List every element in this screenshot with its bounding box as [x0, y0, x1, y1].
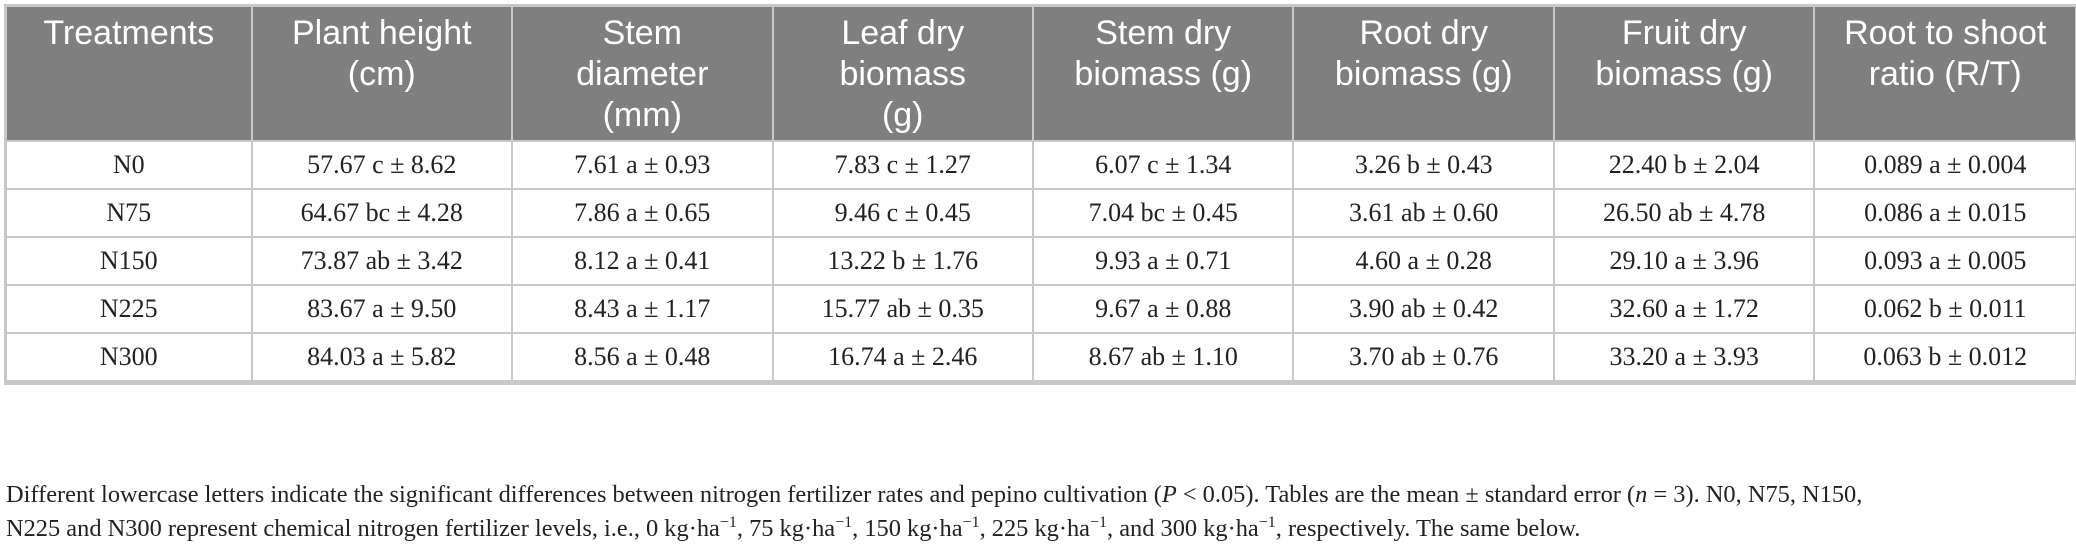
table-cell: N150: [7, 237, 253, 286]
header-line: Fruit dry: [1621, 14, 1747, 52]
table-cell: 8.56 a ± 0.48: [512, 333, 774, 382]
header-stem-dry-biomass: Stem dry biomass (g): [1032, 7, 1295, 141]
table-cell: 83.67 a ± 9.50: [251, 285, 514, 334]
footnote-p-symbol: P: [1161, 481, 1177, 508]
table-row: N75 64.67 bc ± 4.28 7.86 a ± 0.65 9.46 c…: [7, 189, 2075, 238]
table-cell: 7.83 c ± 1.27: [772, 140, 1034, 190]
header-line: biomass (g): [1074, 55, 1253, 93]
header-line: biomass (g): [1334, 55, 1513, 93]
table-cell: 9.67 a ± 0.88: [1032, 285, 1295, 334]
header-line: Root dry: [1359, 14, 1488, 52]
footnote-text: Different lowercase letters indicate the…: [6, 481, 1162, 508]
table-cell: 0.063 b ± 0.012: [1814, 333, 2075, 382]
table-row: N150 73.87 ab ± 3.42 8.12 a ± 0.41 13.22…: [7, 237, 2075, 286]
header-stem-diameter: Stem diameter (mm): [512, 7, 774, 141]
table-cell: N75: [7, 189, 253, 238]
table-row: N0 57.67 c ± 8.62 7.61 a ± 0.93 7.83 c ±…: [7, 140, 2075, 190]
table-cell: 3.70 ab ± 0.76: [1293, 333, 1555, 382]
table-cell: 8.43 a ± 1.17: [512, 285, 774, 334]
header-line: Leaf dry: [841, 14, 965, 52]
header-line: (cm): [347, 55, 416, 93]
table-cell: 0.093 a ± 0.005: [1814, 237, 2075, 286]
table-cell: 22.40 b ± 2.04: [1553, 140, 1816, 190]
table-cell: 57.67 c ± 8.62: [251, 140, 514, 190]
table-cell: 7.61 a ± 0.93: [512, 140, 774, 190]
table-cell: 0.089 a ± 0.004: [1814, 140, 2075, 190]
table-cell: N225: [7, 285, 253, 334]
table-cell: N300: [7, 333, 253, 382]
footnote-text: N225 and N300 represent chemical nitroge…: [6, 515, 720, 542]
data-table-container: Treatments Plant height (cm) Stem diameter…: [4, 4, 2076, 385]
header-treatments: Treatments: [7, 7, 253, 141]
table-cell: 16.74 a ± 2.46: [772, 333, 1034, 382]
footnote-superscript: −1: [835, 514, 853, 531]
table-cell: 3.26 b ± 0.43: [1293, 140, 1555, 190]
header-line: Root to shoot: [1844, 14, 2047, 52]
table-cell: 0.086 a ± 0.015: [1814, 189, 2075, 238]
header-root-to-shoot-ratio: Root to shoot ratio (R/T): [1814, 7, 2075, 141]
footnote-text: , 225 kg·ha: [979, 515, 1090, 542]
header-line: biomass: [839, 55, 967, 93]
footnote-text: , 75 kg·ha: [736, 515, 836, 542]
table-cell: 3.90 ab ± 0.42: [1293, 285, 1555, 334]
table-cell: 64.67 bc ± 4.28: [251, 189, 514, 238]
table-cell: N0: [7, 140, 253, 190]
table-cell: 4.60 a ± 0.28: [1293, 237, 1555, 286]
table-cell: 6.07 c ± 1.34: [1032, 140, 1295, 190]
table-cell: 73.87 ab ± 3.42: [251, 237, 514, 286]
table-cell: 7.04 bc ± 0.45: [1032, 189, 1295, 238]
table-cell: 33.20 a ± 3.93: [1553, 333, 1816, 382]
table-cell: 0.062 b ± 0.011: [1814, 285, 2075, 334]
footnote-superscript: −1: [1258, 514, 1276, 531]
table-footnote: Different lowercase letters indicate the…: [6, 478, 2072, 546]
header-leaf-dry-biomass: Leaf dry biomass (g): [772, 7, 1034, 141]
footnote-text: < 0.05). Tables are the mean ± standard …: [1176, 481, 1636, 508]
table-cell: 13.22 b ± 1.76: [772, 237, 1034, 286]
table-cell: 9.93 a ± 0.71: [1032, 237, 1295, 286]
table-cell: 7.86 a ± 0.65: [512, 189, 774, 238]
header-line: diameter: [576, 55, 709, 93]
header-line: (g): [881, 96, 924, 134]
header-fruit-dry-biomass: Fruit dry biomass (g): [1553, 7, 1816, 141]
footnote-superscript: −1: [962, 514, 980, 531]
table-cell: 32.60 a ± 1.72: [1553, 285, 1816, 334]
table-cell: 26.50 ab ± 4.78: [1553, 189, 1816, 238]
table-cell: 8.12 a ± 0.41: [512, 237, 774, 286]
table-row: N300 84.03 a ± 5.82 8.56 a ± 0.48 16.74 …: [7, 333, 2075, 382]
header-line: (mm): [602, 96, 682, 134]
table-cell: 3.61 ab ± 0.60: [1293, 189, 1555, 238]
footnote-text: , respectively. The same below.: [1275, 515, 1581, 542]
header-line: Stem: [602, 14, 682, 52]
table-cell: 9.46 c ± 0.45: [772, 189, 1034, 238]
footnote-text: = 3). N0, N75, N150,: [1647, 481, 1863, 508]
header-plant-height: Plant height (cm): [251, 7, 514, 141]
footnote-superscript: −1: [719, 514, 737, 531]
header-line: ratio (R/T): [1868, 55, 2022, 93]
table-cell: 15.77 ab ± 0.35: [772, 285, 1034, 334]
footnote-n-symbol: n: [1635, 481, 1648, 508]
table-row: N225 83.67 a ± 9.50 8.43 a ± 1.17 15.77 …: [7, 285, 2075, 334]
results-table: Treatments Plant height (cm) Stem diameter…: [7, 7, 2075, 382]
table-cell: 29.10 a ± 3.96: [1553, 237, 1816, 286]
header-line: Plant height: [291, 14, 472, 52]
header-row: Treatments Plant height (cm) Stem diameter…: [7, 7, 2075, 141]
footnote-superscript: −1: [1090, 514, 1108, 531]
header-line: Treatments: [43, 14, 215, 52]
table-cell: 84.03 a ± 5.82: [251, 333, 514, 382]
footnote-text: , 150 kg·ha: [852, 515, 963, 542]
table-cell: 8.67 ab ± 1.10: [1032, 333, 1295, 382]
header-line: Stem dry: [1095, 14, 1232, 52]
footnote-text: , and 300 kg·ha: [1107, 515, 1259, 542]
header-root-dry-biomass: Root dry biomass (g): [1293, 7, 1555, 141]
header-line: biomass (g): [1595, 55, 1773, 93]
